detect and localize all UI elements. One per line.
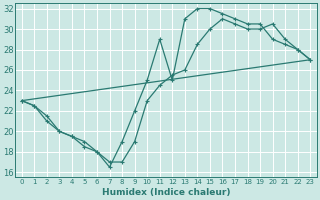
X-axis label: Humidex (Indice chaleur): Humidex (Indice chaleur) <box>102 188 230 197</box>
